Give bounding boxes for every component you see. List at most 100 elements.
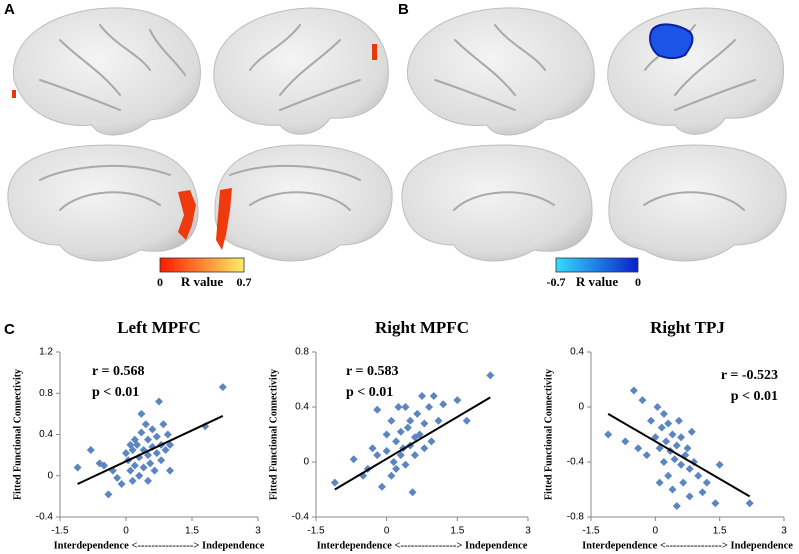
colorbar-tick-label: -0.7	[547, 275, 566, 289]
point	[373, 451, 382, 460]
point	[664, 471, 673, 480]
point	[368, 444, 377, 453]
point	[702, 478, 711, 487]
point	[415, 430, 424, 439]
point	[657, 423, 666, 432]
colorbar-label: R value	[181, 274, 223, 289]
point	[128, 445, 137, 454]
point	[715, 460, 724, 469]
y-tick-label: 0.4	[295, 402, 309, 413]
colorbar	[555, 257, 639, 273]
point	[133, 440, 141, 449]
point	[150, 466, 159, 475]
point	[166, 466, 174, 475]
y-axis-label: Fitted Functional Connectivity	[268, 369, 279, 500]
point	[373, 405, 382, 414]
annotation: p < 0.01	[92, 385, 139, 400]
chart-title: Right TPJ	[650, 318, 725, 337]
point	[122, 449, 130, 458]
y-tick-label: -0.4	[292, 512, 310, 523]
point	[427, 437, 436, 446]
point	[413, 409, 422, 418]
point	[647, 416, 656, 425]
point	[330, 478, 339, 487]
point	[429, 392, 438, 400]
point	[604, 430, 613, 439]
colorbar-tick-label: 0	[635, 275, 641, 289]
colorbar-tick-label: 0	[157, 275, 163, 289]
point	[679, 478, 688, 487]
point	[152, 449, 161, 458]
point	[100, 461, 108, 470]
point	[410, 451, 419, 460]
point	[159, 420, 168, 429]
annotation: r = -0.523	[721, 368, 778, 383]
point	[135, 471, 144, 480]
point	[113, 473, 122, 482]
point	[659, 409, 668, 418]
point	[130, 461, 139, 470]
x-tick-label: 0	[123, 526, 129, 537]
point	[144, 476, 152, 485]
y-tick-label: 0	[578, 402, 584, 413]
x-tick-label: 0	[653, 526, 659, 537]
y-tick-label: 0.8	[39, 388, 53, 399]
y-axis-label: Fitted Functional Connectivity	[12, 369, 23, 500]
point	[711, 499, 720, 508]
x-tick-label: -1.5	[51, 526, 69, 537]
point	[664, 419, 673, 428]
point	[687, 427, 696, 436]
point	[389, 458, 398, 466]
y-tick-label: 0.4	[39, 429, 53, 440]
point	[394, 403, 403, 411]
point	[137, 409, 146, 418]
point	[86, 445, 95, 454]
annotation: r = 0.568	[92, 364, 144, 379]
point	[420, 419, 429, 428]
annotation: p < 0.01	[346, 385, 393, 400]
x-tick-label: 1.5	[185, 526, 199, 537]
x-tick-label: 1.5	[450, 526, 464, 537]
point	[166, 440, 174, 449]
annotation: p < 0.01	[731, 389, 778, 404]
point	[698, 488, 707, 497]
y-tick-label: -0.8	[567, 512, 585, 523]
point	[126, 466, 135, 475]
point	[382, 430, 391, 439]
point	[420, 444, 429, 453]
point	[163, 430, 172, 439]
chart-title: Left MPFC	[117, 318, 201, 337]
colorbar-label: R value	[576, 274, 618, 289]
point	[148, 425, 157, 434]
point	[683, 444, 692, 453]
y-tick-label: 1.2	[39, 347, 53, 358]
point	[128, 476, 137, 485]
point	[144, 451, 152, 460]
point	[152, 432, 161, 441]
panel-label: A	[4, 1, 15, 18]
point	[668, 430, 677, 439]
point	[677, 460, 686, 469]
y-tick-label: 0.4	[570, 347, 584, 358]
point	[418, 392, 426, 400]
point	[403, 423, 412, 432]
point	[674, 416, 683, 425]
point	[634, 444, 643, 453]
fit-line	[334, 396, 491, 491]
point	[694, 471, 703, 480]
point	[392, 437, 401, 446]
point	[425, 403, 434, 411]
x-tick-label: 3	[525, 526, 531, 537]
point	[655, 444, 664, 453]
point	[146, 459, 155, 468]
point	[218, 383, 227, 392]
point	[401, 460, 410, 469]
point	[73, 463, 82, 472]
point	[377, 482, 386, 491]
point	[382, 447, 391, 455]
point	[104, 490, 113, 499]
x-axis-label: Interdependence <----------------> Indep…	[317, 540, 528, 551]
annotation: r = 0.583	[346, 364, 398, 379]
point	[486, 371, 495, 380]
point	[638, 396, 647, 405]
